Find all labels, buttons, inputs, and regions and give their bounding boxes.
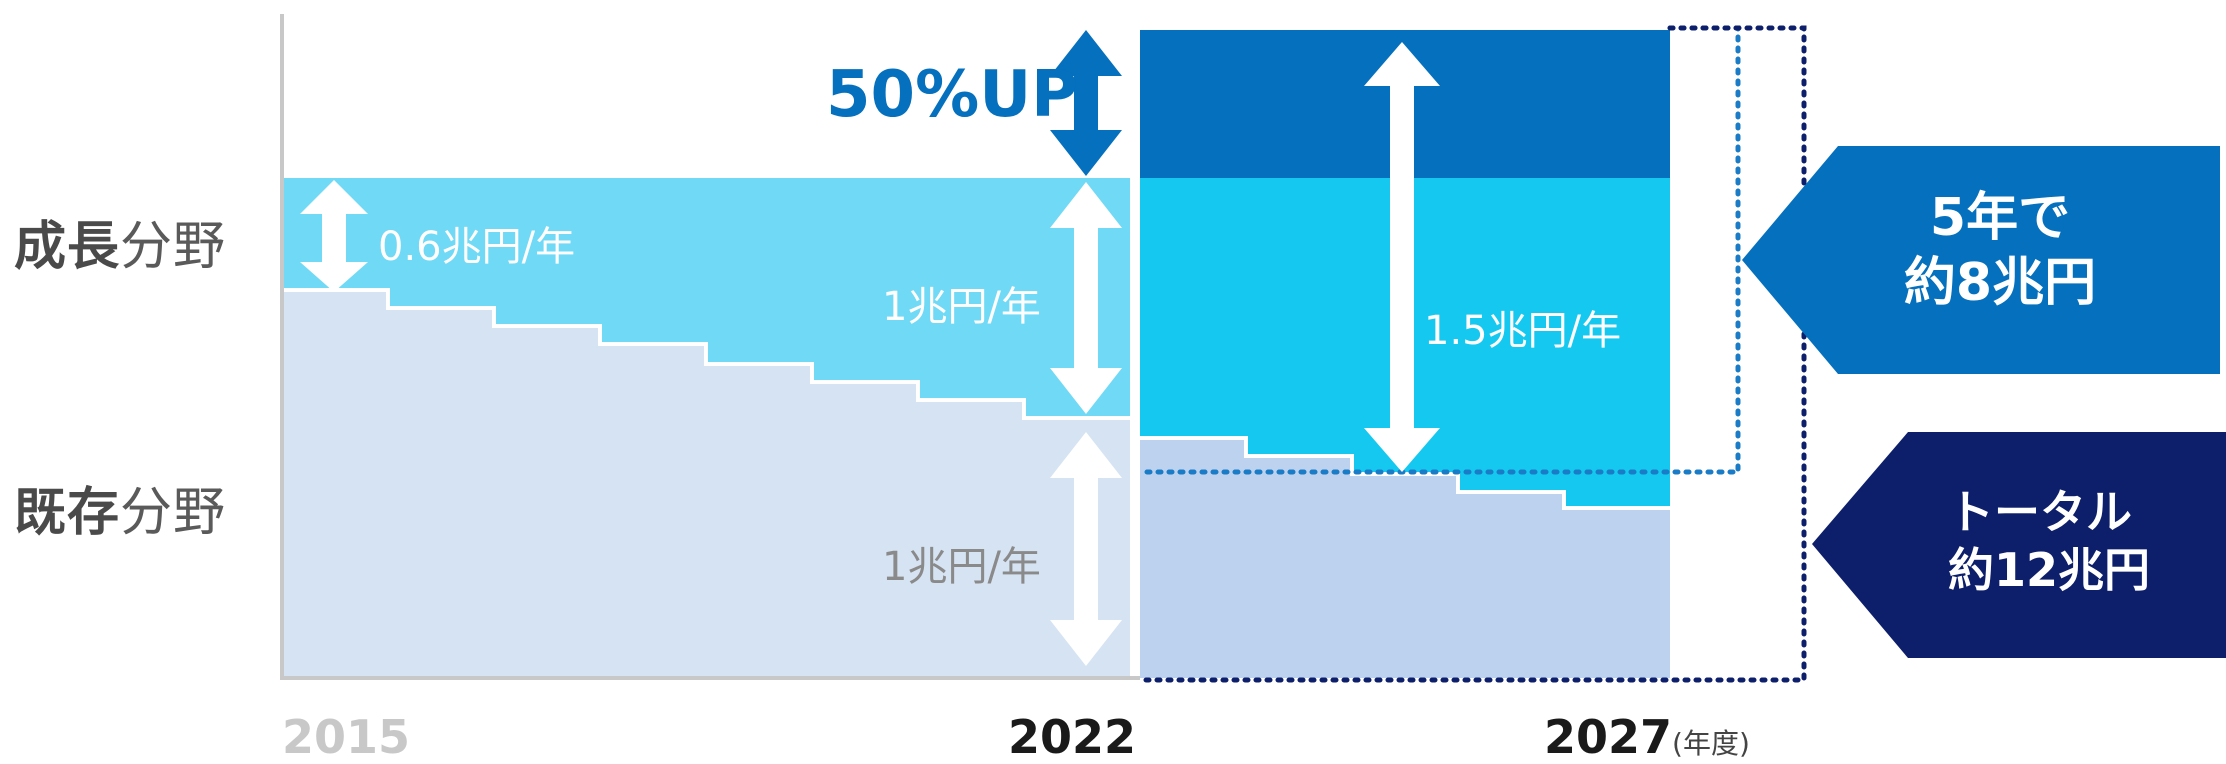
- year-2027-value: 2027: [1544, 710, 1673, 764]
- total-callout-shape: [1812, 432, 2226, 658]
- year-2022-label: 2022: [1008, 710, 1137, 764]
- growth-row-label-rest: 分野: [120, 217, 227, 277]
- growth-2022-arrow: [1050, 182, 1122, 414]
- growth-2027-arrow: [1364, 42, 1440, 472]
- fiscal-year-unit: (年度): [1672, 727, 1750, 760]
- year-2027-label: 2027(年度): [1544, 710, 1750, 764]
- existing-row-label-rest: 分野: [120, 483, 227, 543]
- existing-2022-amount: 1兆円/年: [882, 544, 1041, 590]
- increase-arrow: [1050, 30, 1122, 176]
- growth-start-arrow: [300, 180, 368, 292]
- existing-step-outline: [282, 288, 1130, 420]
- five-year-callout-line2: 約8兆円: [1903, 253, 2097, 313]
- growth-row-label-bold: 成長: [14, 217, 121, 277]
- existing-row-label-bold: 既存: [14, 483, 121, 543]
- total-dotted-bracket: [1137, 25, 1807, 683]
- five-year-callout-line1: 5年で: [1929, 188, 2071, 248]
- existing-future-step-outline: [1140, 436, 1670, 510]
- five-year-callout-shape: [1742, 146, 2220, 374]
- existing-2022-arrow: [1050, 432, 1122, 666]
- total-callout-line2: 約12兆円: [1948, 542, 2151, 597]
- five-year-callout-text: 5年で 約8兆円: [1850, 186, 2150, 316]
- increase-label: 50%UP: [826, 58, 1078, 132]
- total-callout-text: トータル 約12兆円: [1926, 484, 2226, 599]
- existing-row-label: 既存分野: [14, 470, 226, 545]
- growth-2022-amount: 1兆円/年: [882, 284, 1041, 330]
- growth-start-amount: 0.6兆円/年: [378, 224, 576, 270]
- total-callout-line1: トータル: [1948, 485, 2132, 539]
- increase-label-text: 50%UP: [826, 58, 1079, 132]
- year-2015-label: 2015: [282, 710, 411, 764]
- growth-row-label: 成長分野: [14, 204, 226, 279]
- section-divider: [1130, 20, 1140, 680]
- existing-area-2022-2027: [1140, 438, 1670, 678]
- growth-2027-amount: 1.5兆円/年: [1424, 308, 1622, 354]
